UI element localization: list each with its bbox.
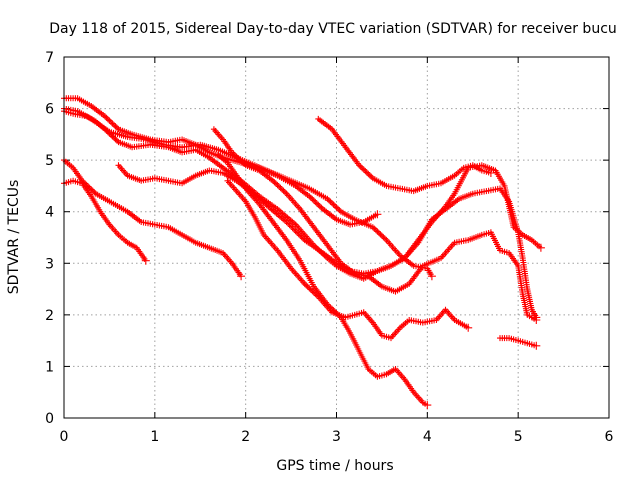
series-s6: [61, 157, 246, 281]
y-tick-label: 1: [45, 359, 54, 375]
series-s2: [61, 95, 382, 228]
series-line: [213, 128, 537, 321]
series-s11: [497, 335, 541, 350]
x-tick-label: 1: [150, 429, 159, 445]
y-tick-label: 6: [45, 102, 54, 118]
series-layer: [61, 95, 545, 410]
series-s9: [215, 152, 432, 410]
y-tick-label: 4: [45, 205, 54, 221]
data-point: [464, 323, 473, 332]
x-axis-label: GPS time / hours: [276, 458, 393, 474]
data-point: [237, 272, 246, 281]
x-tick-label: 2: [241, 429, 250, 445]
y-tick-label: 2: [45, 308, 54, 324]
x-tick-label: 3: [332, 429, 341, 445]
data-point: [373, 210, 382, 219]
x-tick-label: 5: [514, 429, 523, 445]
y-tick-label: 7: [45, 50, 54, 66]
series-s4: [115, 162, 541, 322]
series-line: [64, 97, 378, 226]
data-point: [532, 341, 541, 350]
data-point: [486, 169, 495, 177]
y-tick-label: 5: [45, 153, 54, 169]
y-tick-label: 3: [45, 256, 54, 272]
chart-title: Day 118 of 2015, Sidereal Day-to-day VTE…: [49, 21, 617, 37]
data-point: [427, 272, 436, 281]
x-tick-label: 0: [60, 429, 69, 445]
data-point: [141, 256, 150, 265]
data-point: [532, 316, 541, 324]
data-point: [423, 401, 432, 410]
plot-frame: [63, 56, 610, 419]
x-tick-label: 6: [605, 429, 614, 445]
grid: [64, 57, 609, 418]
series-line: [317, 118, 492, 192]
x-tick-labels: 0 1 2 3 4 5 6: [60, 429, 614, 445]
series-s7: [61, 177, 150, 265]
series-s8: [315, 115, 495, 195]
data-point: [536, 243, 545, 252]
y-axis-label: SDTVAR / TECUs: [6, 180, 22, 295]
y-tick-labels: 0 1 2 3 4 5 6 7: [45, 50, 54, 427]
y-tick-label: 0: [45, 411, 54, 427]
x-tick-label: 4: [423, 429, 432, 445]
series-s10: [224, 177, 473, 342]
series-s5: [210, 126, 541, 324]
